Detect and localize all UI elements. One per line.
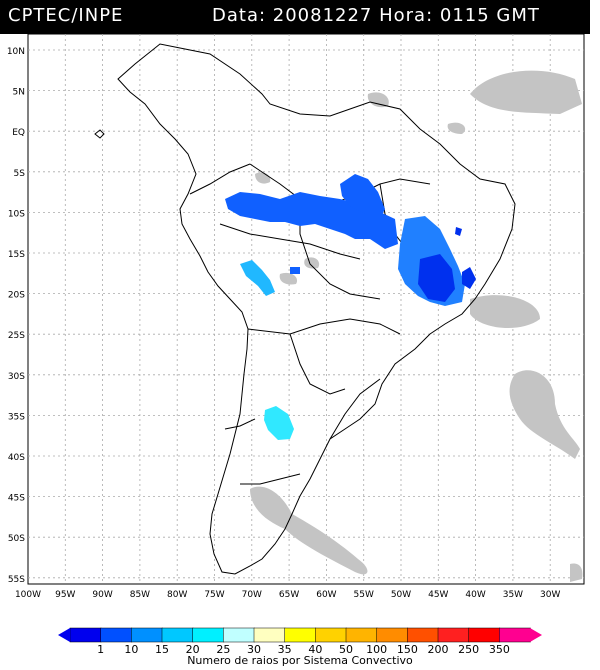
lat-label: 20S bbox=[8, 291, 25, 301]
lat-label: 10N bbox=[7, 47, 25, 57]
lat-label: EQ bbox=[12, 128, 25, 138]
legend-value: 350 bbox=[489, 643, 510, 656]
legend-swatch bbox=[376, 627, 409, 643]
legend-swatch bbox=[437, 627, 470, 643]
legend-value: 20 bbox=[186, 643, 200, 656]
lat-label: 40S bbox=[8, 453, 25, 463]
legend-value: 35 bbox=[278, 643, 292, 656]
lon-label: 100W bbox=[15, 590, 41, 600]
lon-label: 55W bbox=[354, 590, 374, 600]
lon-label: 95W bbox=[55, 590, 75, 600]
lon-label: 35W bbox=[503, 590, 523, 600]
legend-value: 200 bbox=[428, 643, 449, 656]
lat-label: 10S bbox=[8, 209, 25, 219]
lat-label: 5N bbox=[13, 88, 25, 98]
lon-label: 65W bbox=[279, 590, 299, 600]
legend-value: 50 bbox=[339, 643, 353, 656]
lat-label: 45S bbox=[8, 494, 25, 504]
lat-label: 50S bbox=[8, 534, 25, 544]
legend-value: 150 bbox=[397, 643, 418, 656]
legend-value: 25 bbox=[216, 643, 230, 656]
lightning-map: 10N5NEQ5S10S15S20S25S30S35S40S45S50S55S … bbox=[7, 34, 585, 600]
latitude-labels: 10N 5N EQ 5S 10S 15S 20S 25S 30S 35S 40S 45S 50S 55S bbox=[7, 47, 25, 585]
legend-swatch bbox=[345, 627, 378, 643]
legend-value: 250 bbox=[458, 643, 479, 656]
convective-systems bbox=[225, 174, 476, 440]
legend-swatch bbox=[284, 627, 317, 643]
legend-arrow-right bbox=[530, 628, 542, 642]
longitude-labels: 100W 95W 90W 85W 80W 75W 70W 65W 60W 55W 50W 45W 40W… bbox=[15, 590, 561, 600]
legend-swatch bbox=[223, 627, 255, 643]
lat-label: 30S bbox=[8, 372, 25, 382]
lon-label: 50W bbox=[391, 590, 411, 600]
lon-label: 30W bbox=[540, 590, 560, 600]
lon-label: 70W bbox=[242, 590, 262, 600]
lon-label: 75W bbox=[204, 590, 224, 600]
lat-label: 25S bbox=[8, 331, 25, 341]
source-label: CPTEC/INPE bbox=[8, 5, 124, 26]
legend-value: 10 bbox=[124, 643, 138, 656]
legend-caption: Numero de raios por Sistema Convectivo bbox=[187, 654, 413, 667]
lon-label: 45W bbox=[428, 590, 448, 600]
datetime-label: Data: 20081227 Hora: 0115 GMT bbox=[212, 5, 540, 26]
lat-label: 15S bbox=[8, 250, 25, 260]
legend-swatch bbox=[69, 627, 102, 643]
legend-value: 1 bbox=[97, 643, 104, 656]
legend-value: 15 bbox=[155, 643, 169, 656]
lon-label: 85W bbox=[130, 590, 150, 600]
lat-label: 35S bbox=[8, 412, 25, 422]
lon-label: 40W bbox=[465, 590, 485, 600]
legend-swatch bbox=[161, 627, 194, 643]
legend-swatch bbox=[192, 627, 225, 643]
legend-colorbar bbox=[58, 627, 542, 643]
legend-value: 40 bbox=[308, 643, 322, 656]
legend-swatch bbox=[315, 627, 347, 643]
legend-swatch bbox=[499, 627, 531, 643]
lon-label: 90W bbox=[92, 590, 112, 600]
cloud-cover bbox=[250, 70, 583, 582]
legend-swatch bbox=[468, 627, 501, 643]
legend-values: 1 10 15 20 25 30 35 40 50 100 150 200 250 350 bbox=[97, 643, 510, 656]
legend-swatch bbox=[100, 627, 133, 643]
legend-value: 30 bbox=[247, 643, 261, 656]
legend-swatch bbox=[131, 627, 163, 643]
legend-arrow-left bbox=[58, 628, 70, 642]
lat-label: 55S bbox=[8, 575, 25, 585]
legend-value: 100 bbox=[366, 643, 387, 656]
legend-swatch bbox=[253, 627, 286, 643]
lon-label: 60W bbox=[316, 590, 336, 600]
header-bar: CPTEC/INPE Data: 20081227 Hora: 0115 GMT bbox=[0, 0, 590, 34]
legend: 1 10 15 20 25 30 35 40 50 100 150 200 250 350 Numero … bbox=[58, 627, 542, 667]
lon-label: 80W bbox=[167, 590, 187, 600]
legend-swatch bbox=[407, 627, 439, 643]
lat-label: 5S bbox=[14, 169, 26, 179]
